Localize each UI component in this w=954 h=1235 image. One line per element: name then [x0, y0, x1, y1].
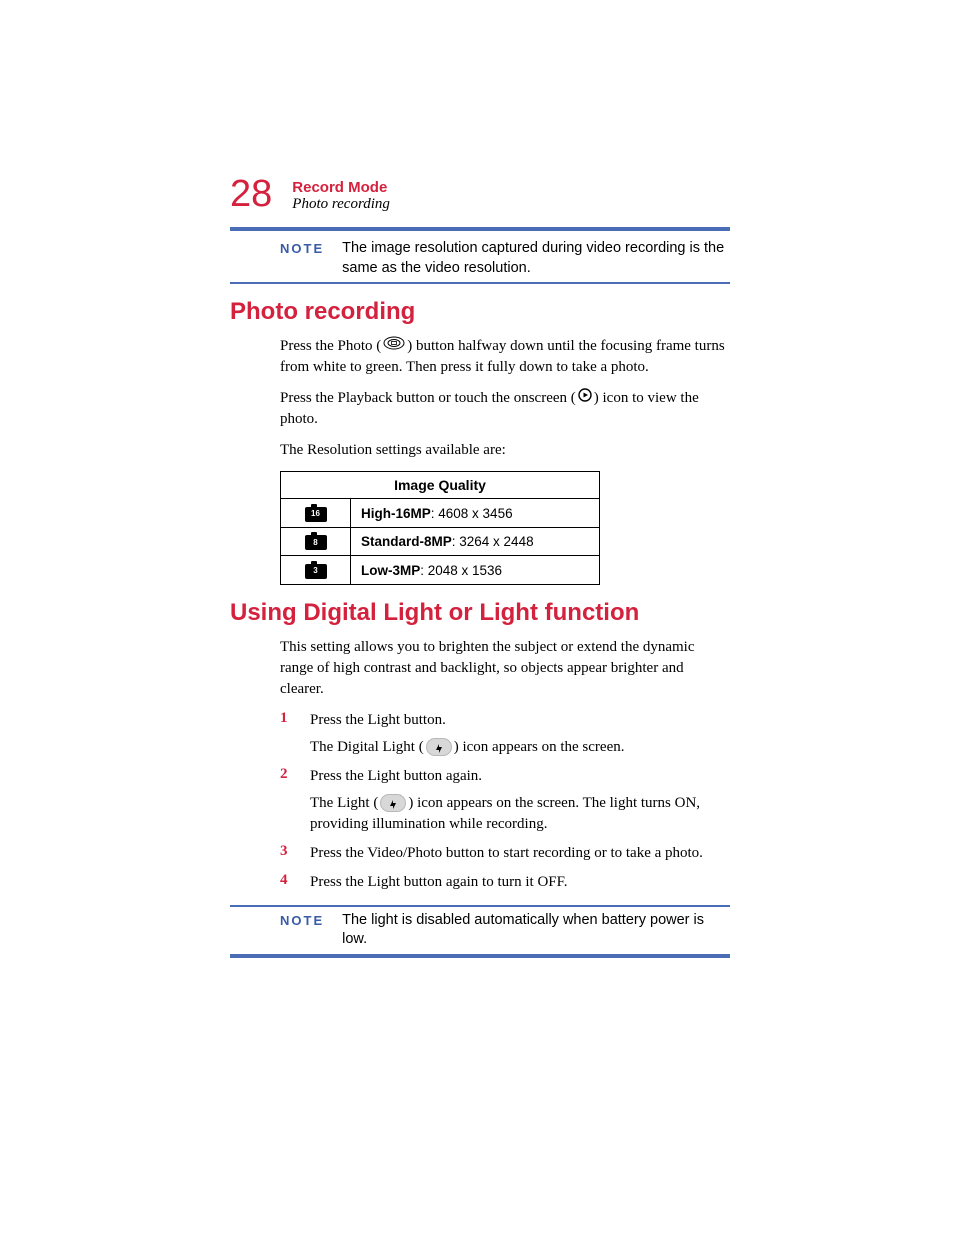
text-fragment: The Digital Light (	[310, 739, 424, 755]
step-body: Press the Video/Photo button to start re…	[310, 843, 703, 864]
page-header: 28 Record Mode Photo recording	[230, 175, 730, 213]
paragraph: Press the Photo () button halfway down u…	[280, 336, 730, 378]
divider-thin	[230, 282, 730, 284]
table-row: 3 Low-3MP: 2048 x 1536	[281, 556, 600, 585]
step-number: 3	[280, 843, 292, 860]
list-item: 1 Press the Light button. The Digital Li…	[280, 710, 730, 758]
list-item: 4 Press the Light button again to turn i…	[280, 872, 730, 893]
chapter-title: Record Mode	[292, 179, 390, 196]
divider-thick	[230, 954, 730, 958]
quality-icon-cell: 16	[281, 499, 351, 528]
list-item: 3 Press the Video/Photo button to start …	[280, 843, 730, 864]
quality-name: High-16MP	[361, 506, 431, 521]
paragraph: This setting allows you to brighten the …	[280, 637, 730, 700]
photo-button-icon	[383, 336, 405, 357]
list-item: 2 Press the Light button again. The Ligh…	[280, 766, 730, 835]
quality-res: : 4608 x 3456	[431, 506, 513, 521]
light-icon	[380, 794, 406, 812]
icon-label: 16	[311, 510, 320, 518]
section-subtitle: Photo recording	[292, 196, 390, 213]
step-body: Press the Light button again to turn it …	[310, 872, 568, 893]
step-text: Press the Video/Photo button to start re…	[310, 845, 703, 861]
manual-page: 28 Record Mode Photo recording NOTE The …	[230, 175, 730, 966]
step-number: 2	[280, 766, 292, 783]
divider-thick	[230, 227, 730, 231]
note-label: NOTE	[280, 911, 324, 928]
text-fragment: ) icon appears on the screen.	[454, 739, 625, 755]
camera-icon: 8	[305, 535, 327, 550]
page-number: 28	[230, 175, 272, 213]
note-text: The light is disabled automatically when…	[342, 911, 730, 950]
note-block: NOTE The image resolution captured durin…	[280, 239, 730, 278]
step-text: Press the Light button.	[310, 712, 446, 728]
image-quality-table: Image Quality 16 High-16MP: 4608 x 3456 …	[280, 471, 600, 585]
paragraph: The Resolution settings available are:	[280, 440, 730, 461]
note-text: The image resolution captured during vid…	[342, 239, 730, 278]
text-fragment: Press the Photo (	[280, 338, 381, 354]
quality-icon-cell: 3	[281, 556, 351, 585]
table-header-row: Image Quality	[281, 472, 600, 499]
quality-icon-cell: 8	[281, 527, 351, 556]
quality-res: : 3264 x 2448	[452, 534, 534, 549]
heading-photo-recording: Photo recording	[230, 298, 730, 326]
quality-desc-cell: Low-3MP: 2048 x 1536	[351, 556, 600, 585]
icon-label: 8	[313, 539, 317, 547]
text-fragment: The Light (	[310, 795, 378, 811]
step-sub: The Digital Light ( ) icon appears on the…	[310, 737, 625, 758]
camera-icon: 16	[305, 507, 327, 522]
divider-thin	[230, 905, 730, 907]
quality-name: Low-3MP	[361, 563, 420, 578]
step-body: Press the Light button. The Digital Ligh…	[310, 710, 625, 758]
table-header: Image Quality	[281, 472, 600, 499]
playback-icon	[578, 388, 592, 409]
camera-icon: 3	[305, 564, 327, 579]
step-number: 1	[280, 710, 292, 727]
step-body: Press the Light button again. The Light …	[310, 766, 730, 835]
photo-recording-body: Press the Photo () button halfway down u…	[280, 336, 730, 585]
note-label: NOTE	[280, 239, 324, 256]
text-fragment: Press the Playback button or touch the o…	[280, 390, 576, 406]
table-row: 16 High-16MP: 4608 x 3456	[281, 499, 600, 528]
step-text: Press the Light button again to turn it …	[310, 874, 568, 890]
digital-light-icon	[426, 738, 452, 756]
step-sub: The Light () icon appears on the screen.…	[310, 793, 730, 835]
note-block: NOTE The light is disabled automatically…	[280, 911, 730, 950]
quality-res: : 2048 x 1536	[420, 563, 502, 578]
icon-label: 3	[313, 567, 317, 575]
steps-list: 1 Press the Light button. The Digital Li…	[280, 710, 730, 893]
heading-light-function: Using Digital Light or Light function	[230, 599, 730, 627]
quality-desc-cell: Standard-8MP: 3264 x 2448	[351, 527, 600, 556]
step-text: Press the Light button again.	[310, 768, 482, 784]
paragraph: Press the Playback button or touch the o…	[280, 388, 730, 430]
quality-name: Standard-8MP	[361, 534, 452, 549]
header-text-block: Record Mode Photo recording	[292, 175, 390, 213]
table-row: 8 Standard-8MP: 3264 x 2448	[281, 527, 600, 556]
light-intro-block: This setting allows you to brighten the …	[280, 637, 730, 700]
step-number: 4	[280, 872, 292, 889]
quality-desc-cell: High-16MP: 4608 x 3456	[351, 499, 600, 528]
